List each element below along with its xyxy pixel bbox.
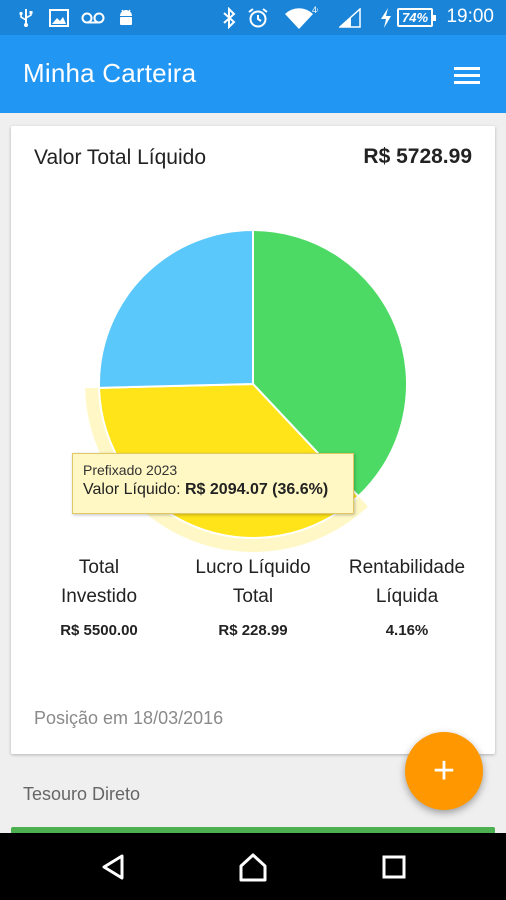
- app-bar: Minha Carteira: [0, 35, 506, 113]
- signal-icon: [338, 7, 362, 29]
- stat-value: 4.16%: [385, 622, 429, 639]
- plus-icon: +: [432, 749, 456, 792]
- android-icon: [116, 7, 136, 29]
- stat-label-line1: Total: [78, 557, 120, 578]
- bluetooth-icon: [220, 7, 238, 29]
- add-button[interactable]: +: [405, 732, 483, 810]
- tooltip-title: Prefixado 2023: [83, 462, 178, 478]
- total-label: Valor Total Líquido: [34, 146, 207, 169]
- tooltip-body: Valor Líquido: R$ 2094.07 (36.6%): [83, 481, 343, 499]
- wifi-icon: 4G: [284, 6, 318, 29]
- pie-slice-2[interactable]: [98, 228, 254, 389]
- stat-value: R$ 228.99: [218, 622, 288, 639]
- stat-label-line1: Rentabilidade: [348, 557, 466, 578]
- next-card-strip[interactable]: [11, 827, 495, 833]
- svg-text:4G: 4G: [312, 6, 318, 15]
- stat-label-line2: Total: [232, 586, 274, 607]
- tooltip-value: R$ 2094.07 (36.6%): [185, 481, 329, 498]
- stat-label-line1: Lucro Líquido: [195, 557, 311, 578]
- stat-value: R$ 5500.00: [60, 622, 138, 639]
- stat-total-investido: Total Investido R$ 5500.00: [19, 553, 179, 639]
- usb-icon: [16, 7, 36, 29]
- portfolio-summary-card: Valor Total Líquido R$ 5728.99 Prefixado…: [11, 126, 495, 754]
- charging-icon: [378, 7, 394, 29]
- stat-label-line2: Líquida: [375, 586, 439, 607]
- total-value: R$ 5728.99: [363, 145, 472, 168]
- chart-tooltip: Prefixado 2023 Valor Líquido: R$ 2094.07…: [72, 453, 354, 514]
- stat-rentabilidade: Rentabilidade Líquida 4.16%: [327, 553, 487, 639]
- app-title: Minha Carteira: [23, 58, 197, 88]
- battery-level: 74%: [401, 10, 429, 25]
- battery-icon: 74%: [397, 8, 436, 27]
- stat-label-line2: Investido: [60, 586, 138, 607]
- status-bar: 4G 74% 19:00: [0, 0, 506, 35]
- voicemail-icon: [80, 7, 106, 29]
- hamburger-menu-icon[interactable]: [454, 65, 482, 87]
- alarm-icon: [247, 7, 269, 29]
- back-icon[interactable]: [93, 849, 133, 885]
- status-time: 19:00: [446, 6, 494, 27]
- home-icon[interactable]: [233, 849, 273, 885]
- recents-icon[interactable]: [374, 849, 414, 885]
- stat-lucro-liquido: Lucro Líquido Total R$ 228.99: [173, 553, 333, 639]
- tooltip-prefix: Valor Líquido:: [83, 481, 185, 498]
- pie-slice-0[interactable]: [252, 228, 408, 498]
- section-title: Tesouro Direto: [23, 784, 141, 804]
- stats-row: Total Investido R$ 5500.00 Lucro Líquido…: [11, 553, 495, 643]
- position-date: Posição em 18/03/2016: [34, 708, 224, 728]
- image-icon: [48, 7, 70, 29]
- system-nav-bar: [0, 833, 506, 900]
